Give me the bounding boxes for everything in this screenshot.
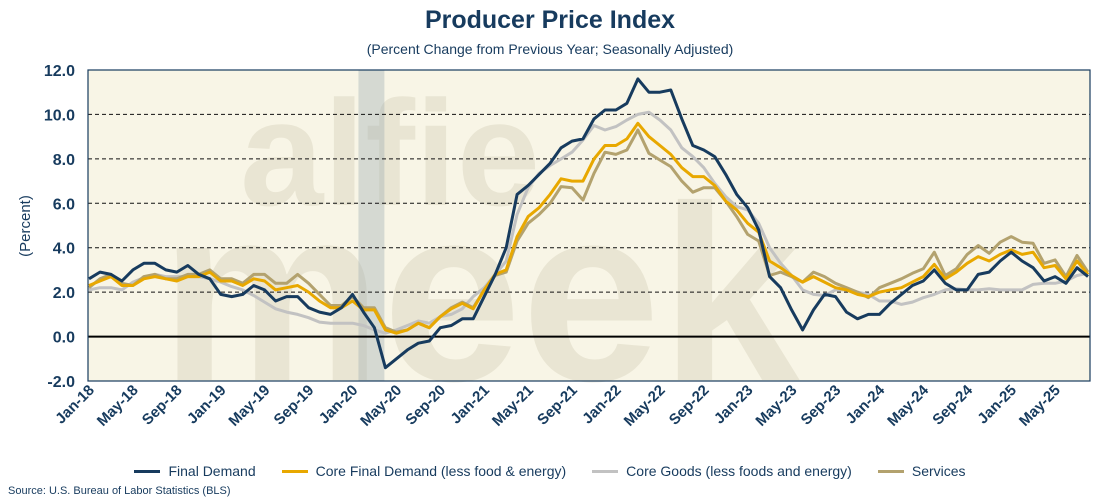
legend-swatch <box>134 469 161 473</box>
legend-label: Core Goods (less foods and energy) <box>626 463 852 479</box>
recession-band <box>358 70 385 381</box>
series-line-core-goods-less-foods-and-energy <box>88 110 1089 335</box>
x-tick-label: Jan-25 <box>974 382 1020 428</box>
x-tick-label: May-24 <box>884 381 932 429</box>
chart-subtitle: (Percent Change from Previous Year; Seas… <box>366 41 734 57</box>
legend-label: Core Final Demand (less food & energy) <box>315 463 567 479</box>
y-axis-label: (Percent) <box>17 195 34 257</box>
y-tick-label: 0.0 <box>53 330 75 347</box>
y-tick-label: 6.0 <box>53 196 75 213</box>
legend-swatch <box>281 469 308 473</box>
x-tick-label: Sep-24 <box>929 381 976 428</box>
y-tick-label: 12.0 <box>44 63 75 80</box>
y-tick-label: -2.0 <box>47 374 75 391</box>
legend: Final Demand Core Final Demand (less food… <box>0 463 1100 479</box>
svg-text:alfie: alfie <box>240 69 540 237</box>
y-tick-label: 4.0 <box>53 241 75 258</box>
y-tick-label: 10.0 <box>44 107 75 124</box>
plot-border <box>87 69 1091 382</box>
plot-background <box>88 70 1090 381</box>
legend-swatch <box>592 469 619 473</box>
x-tick-label: May-25 <box>1016 382 1064 430</box>
legend-label: Services <box>911 463 966 479</box>
chart-title: Producer Price Index <box>424 6 676 34</box>
series-line-final-demand <box>88 77 1089 370</box>
x-tick-label: May-18 <box>94 382 142 430</box>
legend-label: Final Demand <box>168 463 256 479</box>
y-tick-label: 2.0 <box>53 285 75 302</box>
legend-item: Final Demand <box>134 463 256 479</box>
x-tick-label: Jan-24 <box>843 381 889 427</box>
x-tick-label: Sep-23 <box>798 382 845 429</box>
legend-item: Core Goods (less foods and energy) <box>592 463 852 479</box>
legend-item: Core Final Demand (less food & energy) <box>281 463 567 479</box>
legend-swatch <box>877 469 904 473</box>
series-line-core-final-demand-less-food-energy <box>88 121 1090 335</box>
series-line-services <box>88 128 1090 334</box>
y-tick-label: 8.0 <box>53 152 75 169</box>
legend-item: Services <box>877 463 966 479</box>
source-note: Source: U.S. Bureau of Labor Statistics … <box>8 485 231 497</box>
